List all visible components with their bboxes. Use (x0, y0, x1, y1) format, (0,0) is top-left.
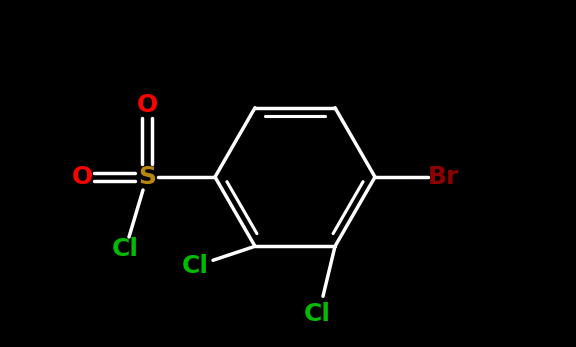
Text: Cl: Cl (181, 254, 209, 278)
Text: O: O (137, 93, 158, 117)
Text: Br: Br (427, 165, 458, 189)
Text: S: S (138, 165, 156, 189)
Text: O: O (71, 165, 93, 189)
Text: Cl: Cl (304, 302, 331, 326)
Text: Cl: Cl (112, 237, 138, 261)
